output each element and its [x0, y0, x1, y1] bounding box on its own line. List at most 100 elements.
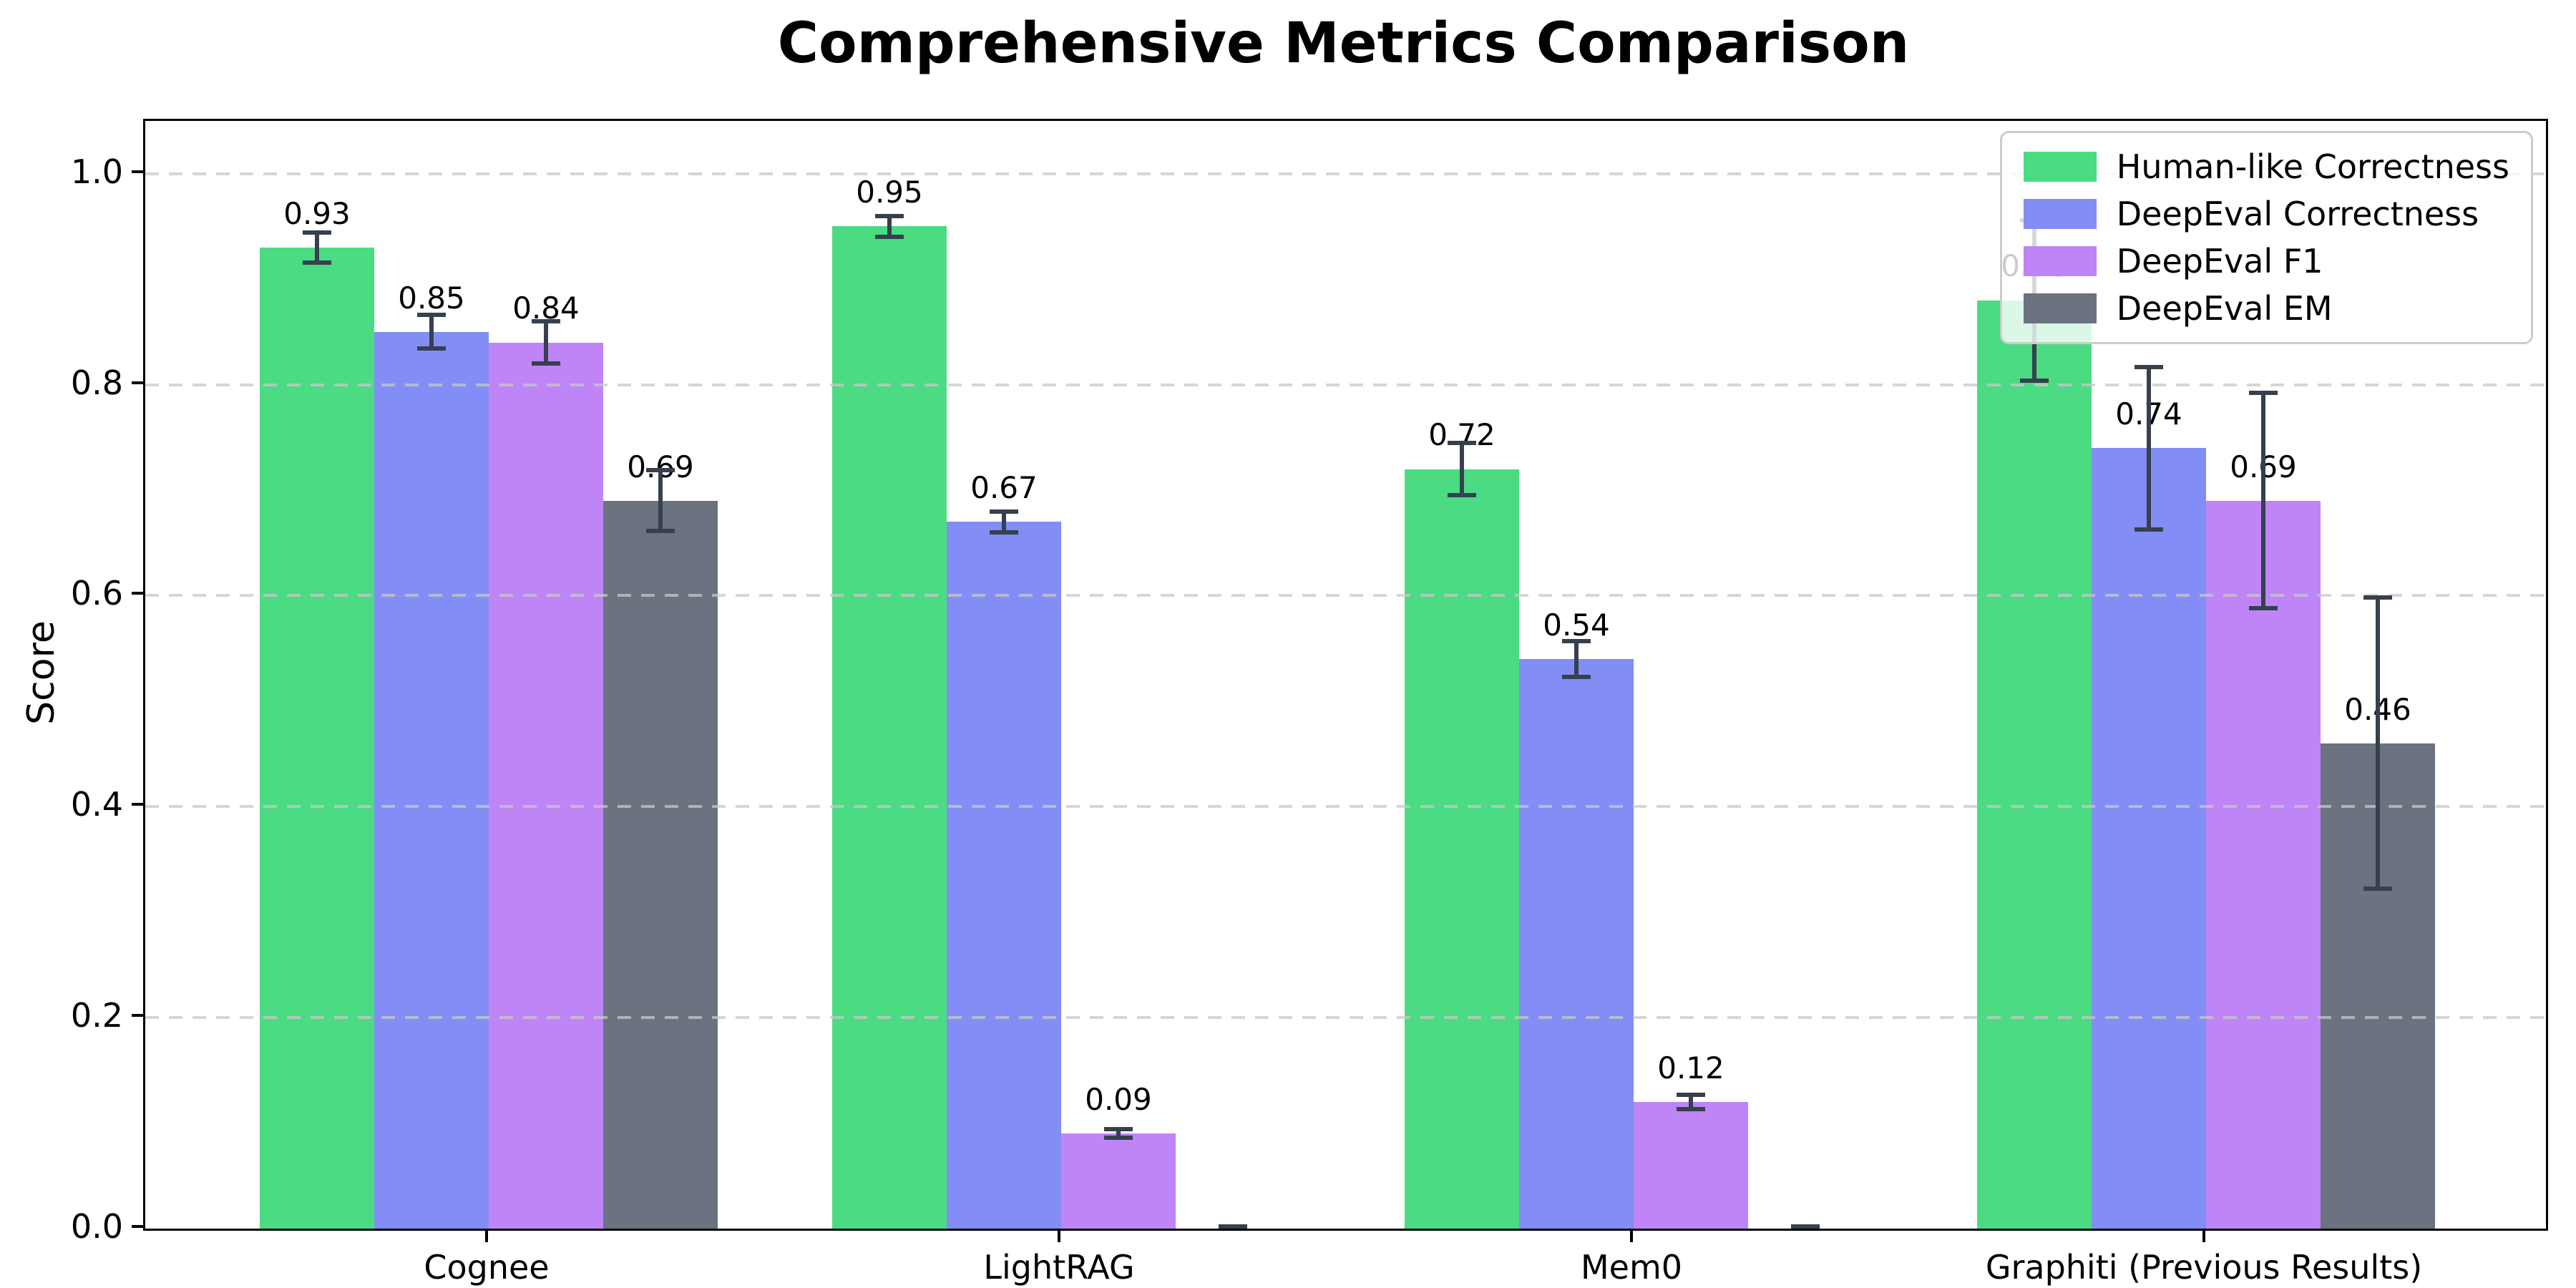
error-bar-cap-top — [2363, 595, 2392, 600]
error-bar-cap-bottom — [2363, 887, 2392, 892]
gridline-y-0.4 — [145, 805, 2546, 809]
legend-label: Human-like Correctness — [2116, 147, 2509, 186]
error-bar-cap-top — [1562, 638, 1591, 643]
bar-human-like-correctness-cognee — [260, 247, 374, 1229]
y-tick-mark — [132, 803, 143, 806]
error-bar — [1562, 638, 1591, 679]
x-tick-mark — [2202, 1231, 2205, 1242]
error-bar — [2363, 595, 2392, 892]
error-bar-cap-bottom — [2135, 527, 2163, 532]
y-tick-label: 0.6 — [70, 574, 123, 613]
error-bar — [990, 509, 1018, 535]
chart-title: Comprehensive Metrics Comparison — [777, 11, 1910, 76]
bar-value-label: 0.54 — [1543, 607, 1610, 643]
error-bar-cap-bottom — [2020, 378, 2049, 383]
error-bar-cap-top — [1104, 1127, 1133, 1132]
error-bar — [2135, 364, 2163, 532]
bar-human-like-correctness-lightrag — [832, 226, 947, 1229]
bar-value-label: 0.85 — [398, 280, 465, 316]
legend: Human-like Correctness DeepEval Correctne… — [1999, 131, 2533, 344]
error-bar-stem — [1574, 638, 1579, 679]
error-bar-cap-bottom — [2249, 606, 2278, 611]
bar-value-label: 0.93 — [283, 195, 351, 231]
error-bar-stem — [658, 468, 663, 534]
y-tick-label: 0.8 — [70, 363, 123, 402]
x-tick-label-lightrag: LightRAG — [983, 1248, 1135, 1287]
error-bar-cap-bottom — [1677, 1107, 1705, 1112]
gridline-y-0.6 — [145, 594, 2546, 597]
y-axis-label: Score — [20, 620, 63, 725]
bar-deepeval-correctness-graphiti-previous-results- — [2092, 448, 2206, 1229]
error-bar — [1104, 1127, 1133, 1141]
bar-value-label: 0.09 — [1085, 1082, 1152, 1118]
plot-area: Human-like Correctness DeepEval Correctne… — [143, 119, 2548, 1231]
error-bar-stem — [1460, 440, 1464, 498]
legend-swatch-icon — [2023, 293, 2097, 323]
y-tick-mark — [132, 1014, 143, 1018]
error-bar-cap-top — [2249, 391, 2278, 396]
error-bar-cap-bottom — [303, 260, 331, 265]
error-bar-stem — [1116, 1127, 1121, 1141]
error-bar-cap-top — [990, 509, 1018, 514]
x-tick-label-graphiti-previous-results-: Graphiti (Previous Results) — [1985, 1248, 2423, 1287]
bar-deepeval-correctness-cognee — [374, 331, 489, 1229]
error-bar-cap-bottom — [1448, 493, 1476, 498]
y-tick-label: 0.0 — [70, 1207, 123, 1246]
x-tick-mark — [1630, 1231, 1633, 1242]
error-bar — [2249, 391, 2278, 611]
x-tick-mark — [485, 1231, 488, 1242]
error-bar — [417, 313, 446, 351]
bar-deepeval-correctness-lightrag — [947, 522, 1061, 1229]
error-bar-stem — [887, 213, 892, 240]
error-bar — [1219, 1224, 1247, 1229]
error-bar-cap-bottom — [1104, 1136, 1133, 1141]
y-tick-label: 0.2 — [70, 996, 123, 1035]
error-bar-stem — [2261, 391, 2265, 611]
bar-deepeval-f1-graphiti-previous-results- — [2206, 500, 2321, 1229]
legend-item: DeepEval EM — [2023, 289, 2509, 328]
error-bar-cap-top — [2135, 364, 2163, 369]
error-bar-cap-top — [1219, 1224, 1247, 1229]
x-tick-label-mem0: Mem0 — [1580, 1248, 1683, 1287]
error-bar — [532, 319, 560, 366]
error-bar-cap-bottom — [646, 529, 675, 534]
error-bar-cap-top — [646, 468, 675, 473]
bar-value-label: 0.67 — [970, 470, 1038, 506]
error-bar — [1791, 1224, 1820, 1229]
bar-deepeval-f1-cognee — [489, 342, 603, 1229]
legend-swatch-icon — [2023, 199, 2097, 229]
legend-label: DeepEval F1 — [2116, 242, 2323, 280]
legend-label: DeepEval Correctness — [2116, 195, 2479, 233]
error-bar-stem — [315, 230, 319, 265]
error-bar-cap-top — [1677, 1092, 1705, 1097]
error-bar-cap-top — [417, 313, 446, 318]
legend-label: DeepEval EM — [2116, 289, 2333, 328]
error-bar-cap-bottom — [417, 346, 446, 351]
gridline-y-0.2 — [145, 1016, 2546, 1020]
error-bar-cap-top — [1791, 1224, 1820, 1229]
error-bar-cap-top — [1448, 440, 1476, 445]
error-bar-cap-bottom — [1791, 1228, 1820, 1229]
gridline-y-1 — [145, 172, 2546, 175]
error-bar-cap-top — [303, 230, 331, 235]
error-bar — [646, 468, 675, 534]
bar-deepeval-em-cognee — [603, 500, 718, 1229]
error-bar-stem — [2147, 364, 2151, 532]
error-bar-cap-bottom — [1219, 1228, 1247, 1229]
bar-deepeval-f1-mem0 — [1634, 1102, 1748, 1229]
error-bar-cap-bottom — [1562, 674, 1591, 679]
bar-deepeval-f1-lightrag — [1061, 1133, 1176, 1229]
error-bar — [1448, 440, 1476, 498]
y-tick-mark — [132, 170, 143, 173]
bar-deepeval-correctness-mem0 — [1519, 658, 1634, 1229]
error-bar-stem — [2376, 595, 2380, 892]
error-bar-stem — [544, 319, 548, 366]
error-bar-cap-bottom — [990, 530, 1018, 535]
bar-human-like-correctness-graphiti-previous-results- — [1977, 300, 2092, 1229]
x-tick-label-cognee: Cognee — [424, 1248, 550, 1287]
error-bar-cap-bottom — [532, 361, 560, 366]
legend-item: Human-like Correctness — [2023, 147, 2509, 186]
legend-item: DeepEval Correctness — [2023, 195, 2509, 233]
error-bar-cap-top — [875, 213, 904, 218]
